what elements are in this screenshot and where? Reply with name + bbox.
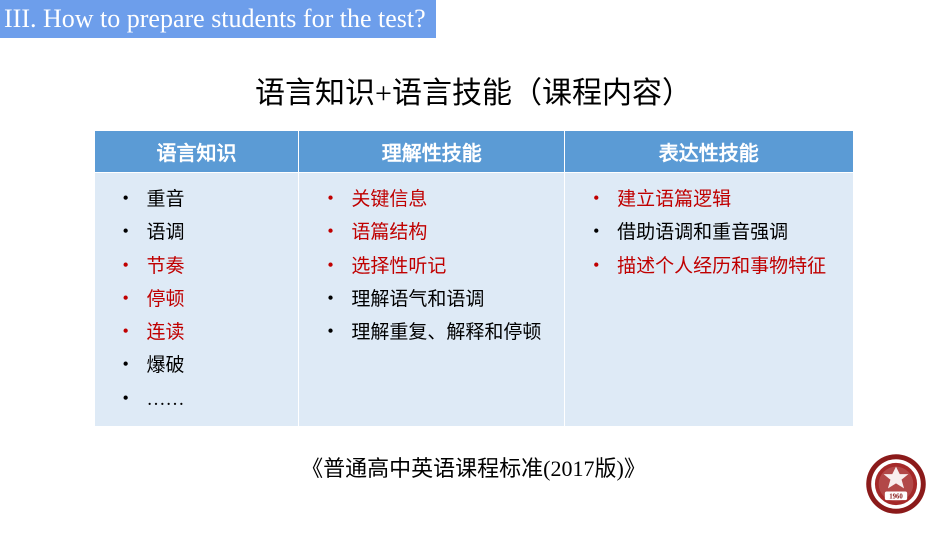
list-col3: 建立语篇逻辑借助语调和重音强调描述个人经历和事物特征 (579, 183, 838, 283)
footnote-citation: 《普通高中英语课程标准(2017版)》 (0, 451, 947, 483)
school-logo: 1960 (865, 453, 927, 515)
list-item: 节奏 (113, 250, 285, 283)
content-table-wrap: 语言知识 理解性技能 表达性技能 重音语调节奏停顿连读爆破…… 关键信息语篇结构… (94, 130, 854, 427)
list-item: 借助语调和重音强调 (583, 216, 838, 249)
list-item: …… (113, 383, 285, 416)
list-item: 语调 (113, 216, 285, 249)
col-header-1: 语言知识 (94, 131, 299, 173)
col-header-2: 理解性技能 (299, 131, 565, 173)
list-item: 理解语气和语调 (317, 283, 550, 316)
list-item: 停顿 (113, 283, 285, 316)
content-table: 语言知识 理解性技能 表达性技能 重音语调节奏停顿连读爆破…… 关键信息语篇结构… (94, 130, 854, 427)
list-item: 理解重复、解释和停顿 (317, 316, 550, 349)
list-item: 描述个人经历和事物特征 (583, 250, 838, 283)
list-item: 重音 (113, 183, 285, 216)
cell-col3: 建立语篇逻辑借助语调和重音强调描述个人经历和事物特征 (565, 173, 853, 427)
list-item: 关键信息 (317, 183, 550, 216)
col-header-3: 表达性技能 (565, 131, 853, 173)
page-title: 语言知识+语言技能（课程内容） (0, 68, 947, 112)
list-col2: 关键信息语篇结构选择性听记理解语气和语调理解重复、解释和停顿 (313, 183, 550, 349)
list-item: 爆破 (113, 349, 285, 382)
cell-col1: 重音语调节奏停顿连读爆破…… (94, 173, 299, 427)
list-item: 建立语篇逻辑 (583, 183, 838, 216)
section-header: III. How to prepare students for the tes… (0, 0, 436, 38)
cell-col2: 关键信息语篇结构选择性听记理解语气和语调理解重复、解释和停顿 (299, 173, 565, 427)
list-item: 语篇结构 (317, 216, 550, 249)
logo-year: 1960 (889, 493, 903, 500)
list-col1: 重音语调节奏停顿连读爆破…… (109, 183, 285, 416)
list-item: 连读 (113, 316, 285, 349)
list-item: 选择性听记 (317, 250, 550, 283)
